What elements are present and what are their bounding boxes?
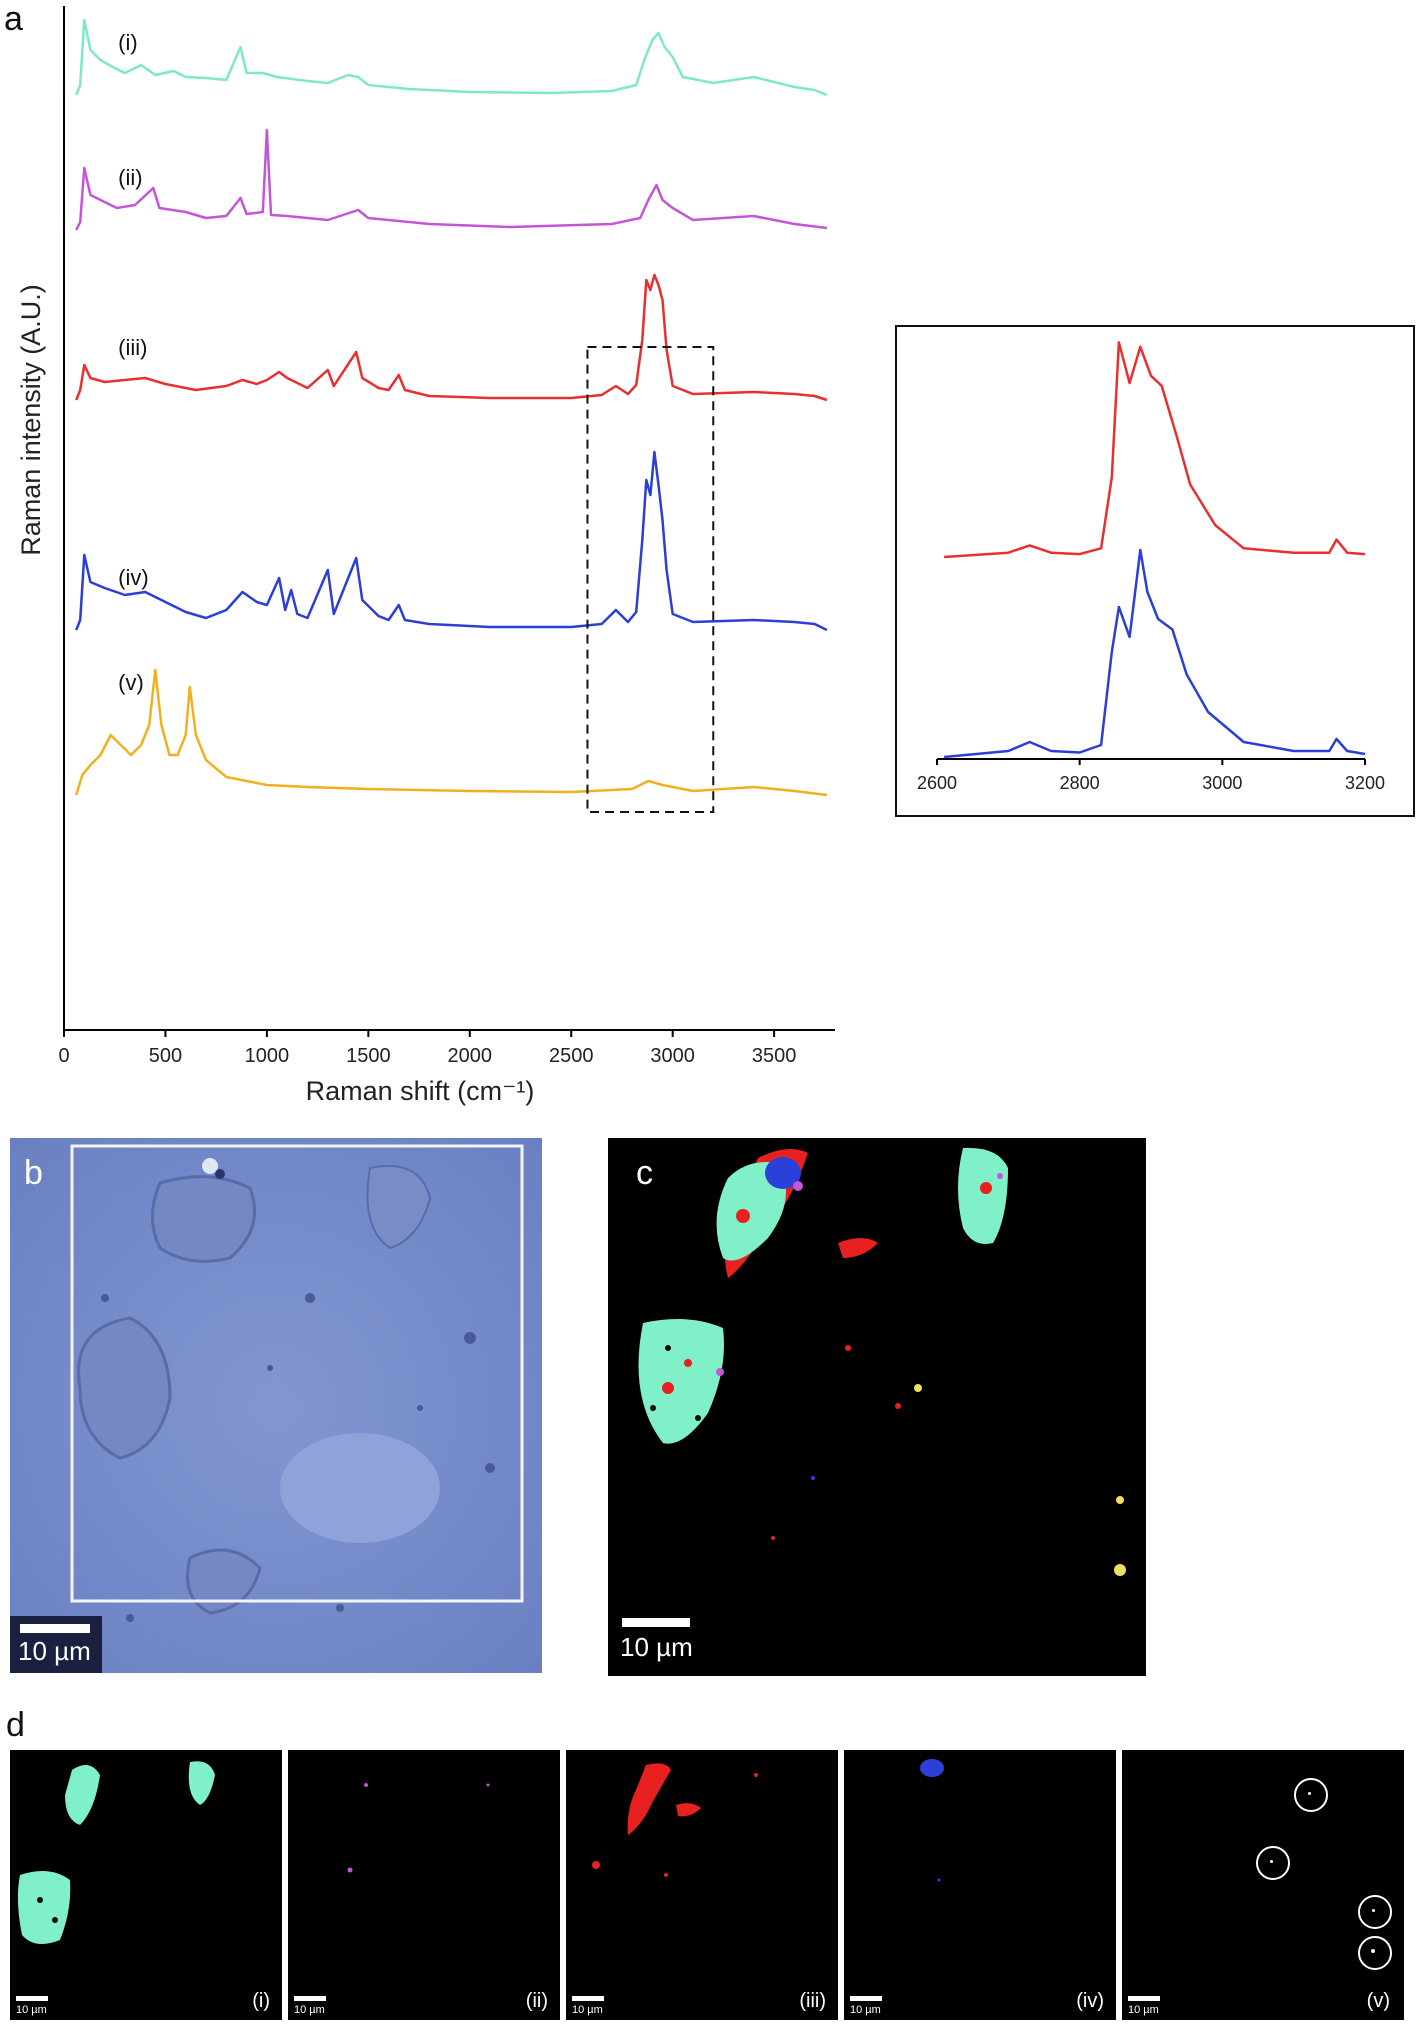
inset-frame (895, 325, 1415, 817)
map-iii (592, 1763, 758, 1877)
scalebar-d-ii-label: 10 µm (294, 2004, 325, 2016)
panel-c: 10 µm c (608, 1138, 1146, 1676)
scalebar-d-iii-label: 10 µm (572, 2004, 603, 2016)
inset-spectrum-line (943, 548, 1366, 759)
particle-dot (1371, 1949, 1375, 1953)
spectrum-line (75, 273, 828, 402)
scalebar-d-iii (572, 1996, 604, 2001)
y-axis-label: Raman intensity (A.U.) (16, 284, 46, 556)
scalebar-c (622, 1618, 690, 1627)
series-label: (ii) (118, 165, 142, 190)
highlight-box (586, 346, 715, 813)
raman-spectra-chart: Raman intensity (A.U.) Raman shift (cm⁻¹… (16, 6, 835, 1106)
composite-raman-map (638, 1147, 1126, 1576)
panel-d-letter: d (6, 1706, 25, 1744)
scalebar-b-label: 10 µm (18, 1636, 91, 1666)
scalebar-d-v-label: 10 µm (1128, 2004, 1159, 2016)
x-tick-label: 1000 (245, 1045, 290, 1067)
inset-x-tick-label: 2800 (1060, 773, 1100, 793)
inset-x-tick-label: 3200 (1345, 773, 1385, 793)
inset-x-tick-label: 3000 (1202, 773, 1242, 793)
scalebar-d-iv (850, 1996, 882, 2001)
x-tick-label: 1500 (346, 1045, 391, 1067)
panel-b: 10 µm b (10, 1138, 542, 1673)
roi-box (70, 1144, 524, 1603)
panel-c-letter: c (636, 1154, 653, 1192)
label-d-i: (i) (252, 1990, 270, 2012)
inset-chart: 2600 2800 3000 3200 (895, 325, 1415, 817)
spectrum-line (75, 18, 828, 97)
label-d-iii: (iii) (799, 1990, 826, 2012)
label-d-ii: (ii) (525, 1990, 548, 2012)
micrograph-image (10, 1138, 542, 1673)
x-tick-label: 3500 (752, 1045, 797, 1067)
panel-d-i: 10 µm (i) (10, 1750, 282, 2020)
panel-b-letter: b (24, 1154, 43, 1192)
panel-d-iv: 10 µm (iv) (844, 1750, 1116, 2020)
x-tick-label: 0 (58, 1045, 69, 1067)
spectrum-line (75, 450, 828, 632)
map-iv (920, 1759, 944, 1882)
highlight-circle (1294, 1778, 1328, 1812)
label-d-iv: (iv) (1076, 1990, 1104, 2012)
series-label: (iv) (118, 565, 149, 590)
scalebar-d-ii (294, 1996, 326, 2001)
inset-spectrum-line (944, 341, 1366, 559)
map-i (17, 1761, 215, 1944)
x-axis-label: Raman shift (cm⁻¹) (306, 1076, 535, 1106)
scalebar-b (20, 1624, 90, 1633)
panel-d-ii: 10 µm (ii) (288, 1750, 560, 2020)
spectrum-line (75, 668, 828, 797)
inset-x-tick-label: 2600 (917, 773, 957, 793)
panel-d-iii: 10 µm (iii) (566, 1750, 838, 2020)
scalebar-d-v (1128, 1996, 1160, 2001)
particle-dot (1308, 1792, 1311, 1795)
highlight-circle (1358, 1936, 1392, 1970)
series-label: (v) (118, 670, 144, 695)
x-tick-label: 3000 (650, 1045, 695, 1067)
map-ii (347, 1783, 490, 1873)
scalebar-d-i (16, 1996, 48, 2001)
x-tick-label: 2500 (549, 1045, 594, 1067)
particle-dot (1270, 1860, 1273, 1863)
x-tick-label: 500 (149, 1045, 182, 1067)
spectrum-line (75, 128, 828, 231)
panel-a-letter: a (4, 0, 23, 38)
series-label: (iii) (118, 335, 147, 360)
label-d-v: (v) (1366, 1990, 1390, 2012)
scalebar-c-label: 10 µm (620, 1632, 693, 1662)
series-label: (i) (118, 30, 138, 55)
x-tick-label: 2000 (448, 1045, 493, 1067)
highlight-circle (1256, 1846, 1290, 1880)
panel-d-v: 10 µm (v) (1122, 1750, 1404, 2020)
particle-dot (1372, 1909, 1375, 1912)
highlight-circle (1358, 1895, 1392, 1929)
scalebar-d-iv-label: 10 µm (850, 2004, 881, 2016)
scalebar-d-i-label: 10 µm (16, 2004, 47, 2016)
